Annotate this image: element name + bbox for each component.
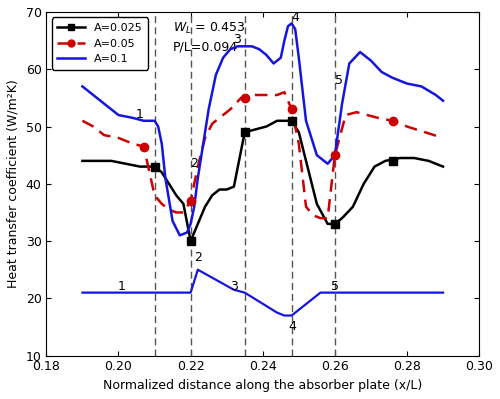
Text: $W_L$ = 0.453: $W_L$ = 0.453 — [172, 20, 246, 36]
Text: 5: 5 — [332, 280, 340, 293]
Y-axis label: Heat transfer coefficient (W/m²K): Heat transfer coefficient (W/m²K) — [7, 79, 20, 288]
Text: 3: 3 — [230, 280, 237, 293]
Text: P/L=0.094: P/L=0.094 — [172, 41, 238, 53]
Legend: A=0.025, A=0.05, A=0.1: A=0.025, A=0.05, A=0.1 — [52, 18, 148, 70]
Text: 5: 5 — [335, 73, 343, 87]
Text: 1: 1 — [118, 280, 126, 293]
Text: 4: 4 — [292, 10, 300, 24]
X-axis label: Normalized distance along the absorber plate (x/L): Normalized distance along the absorber p… — [103, 379, 422, 392]
Text: 2: 2 — [194, 251, 202, 264]
Text: 4: 4 — [288, 320, 296, 333]
Text: 3: 3 — [233, 34, 241, 46]
Text: 2: 2 — [190, 156, 198, 170]
Text: 1: 1 — [136, 108, 143, 121]
